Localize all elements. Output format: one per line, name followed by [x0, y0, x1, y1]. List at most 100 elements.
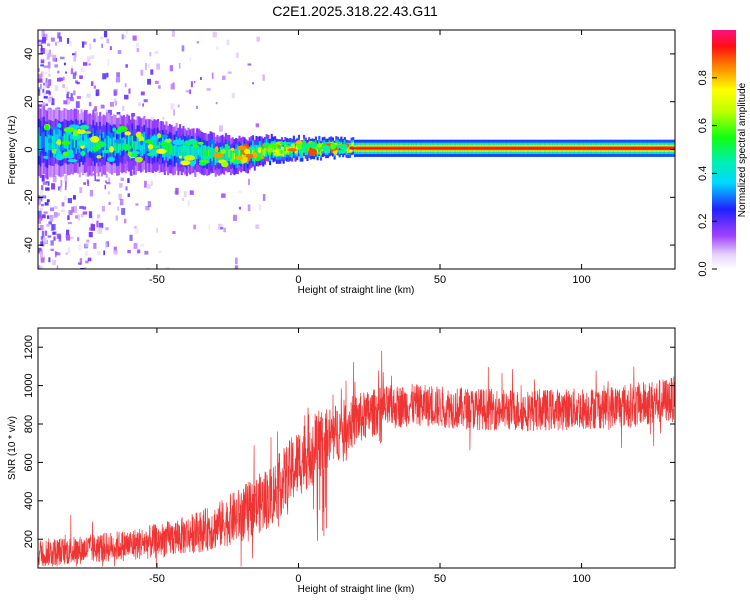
spectrogram-blob — [287, 148, 297, 152]
spectrogram-blob — [91, 145, 100, 152]
spectrogram-blob — [80, 150, 86, 157]
spectrogram-blob — [225, 144, 229, 150]
spectrogram-noise-cell — [43, 65, 48, 68]
spectrogram-noise-cell — [104, 180, 107, 183]
spectrogram-blob — [230, 147, 235, 152]
spectrogram-band-cell — [85, 134, 88, 149]
spectrogram-noise-cell — [40, 235, 44, 240]
spectrogram-noise-cell — [38, 87, 40, 93]
spectrogram-noise-cell — [43, 255, 45, 260]
spectrogram-noise-cell — [79, 258, 83, 265]
spectrogram-noise-cell — [227, 71, 232, 74]
spectrogram-noise-cell — [147, 201, 152, 208]
spectrogram-band-cell — [105, 135, 109, 149]
spectrogram-noise-cell — [234, 257, 238, 265]
spectrogram-blob — [268, 143, 278, 149]
spectrogram-noise-cell — [104, 184, 107, 190]
spectrogram-noise-cell — [41, 185, 44, 191]
spectrogram-blob — [262, 143, 269, 149]
spectrogram-noise-cell — [134, 225, 137, 229]
spectrogram-blob — [201, 155, 213, 159]
spectrogram-blob — [96, 155, 102, 159]
spectrogram-noise-cell — [38, 73, 43, 79]
spectrogram-noise-cell — [193, 80, 196, 84]
spectrogram-band-cell — [209, 147, 212, 157]
spectrogram-blob — [244, 148, 250, 155]
spectrogram-band-cell — [282, 149, 285, 155]
spectrogram-band-cell — [192, 145, 195, 156]
spectrogram-noise-cell — [119, 183, 123, 188]
spectrogram-band-cell — [111, 138, 114, 152]
spectrogram-noise-cell — [66, 97, 71, 105]
spectrogram-noise-cell — [165, 267, 170, 269]
spectrogram-blob — [290, 143, 296, 149]
spectrogram-noise-cell — [81, 41, 85, 48]
spectrogram-noise-cell — [113, 246, 117, 253]
spectrogram-noise-cell — [42, 101, 45, 105]
spectrogram-noise-cell — [44, 202, 49, 206]
spectrogram-noise-cell — [55, 252, 59, 256]
spectrogram-band-cell — [199, 147, 202, 157]
spectrogram-band-cell — [136, 137, 139, 150]
spectrogram-noise-cell — [40, 71, 44, 77]
spectrogram-noise-cell — [54, 85, 59, 92]
spectrogram-noise-cell — [182, 198, 184, 201]
spectrogram-band-cell — [240, 151, 243, 159]
spectrogram-noise-cell — [92, 108, 97, 112]
spectrogram-noise-cell — [38, 195, 43, 202]
spectrogram-noise-cell — [53, 236, 56, 241]
spectrogram-noise-cell — [64, 186, 67, 191]
spectrogram-y-tick-label: 40 — [23, 48, 35, 60]
spectrogram-noise-cell — [85, 240, 89, 247]
spectrogram-noise-cell — [43, 82, 45, 86]
spectrogram-noise-cell — [156, 227, 158, 233]
spectrogram-noise-cell — [140, 91, 145, 96]
spectrogram-noise-cell — [123, 218, 127, 224]
spectrogram-noise-cell — [158, 250, 162, 254]
spectrogram-band-cell — [44, 136, 47, 152]
spectrogram-noise-cell — [63, 62, 66, 66]
spectrogram-blob — [61, 140, 71, 146]
spectrogram-noise-cell — [238, 206, 242, 210]
spectrogram-noise-cell — [114, 98, 117, 104]
spectrogram-noise-cell — [75, 101, 80, 108]
spectrogram-noise-cell — [89, 189, 94, 197]
colorbar-tick-label: 0.8 — [697, 70, 709, 85]
spectrogram-band-cell — [88, 137, 92, 152]
spectrogram-noise-cell — [71, 65, 74, 72]
spectrogram-band-cell — [233, 153, 236, 162]
spectrogram-noise-cell — [70, 93, 73, 99]
spectrogram-noise-cell — [82, 206, 87, 210]
snr-x-axis-label: Height of straight line (km) — [298, 584, 415, 595]
spectrogram-noise-cell — [145, 63, 147, 70]
spectrogram-noise-cell — [122, 105, 125, 111]
spectrogram-noise-cell — [190, 81, 193, 88]
snr-y-ticks: 200 400 600 800 1000 1200 — [23, 335, 675, 548]
spectrogram-band-cell — [267, 145, 270, 152]
spectrogram-band-cell — [168, 143, 171, 154]
spectrogram-noise-cell — [143, 99, 148, 103]
spectrogram-blob — [187, 138, 197, 145]
spectrogram-band-cell — [60, 136, 63, 152]
spectrogram-y-tick-label: -20 — [23, 189, 35, 205]
spectrogram-blob — [330, 143, 336, 150]
spectrogram-blob — [189, 160, 196, 167]
spectrogram-noise-cell — [65, 252, 68, 255]
spectrogram-noise-cell — [38, 210, 42, 217]
spectrogram-noise-cell — [64, 175, 68, 182]
snr-y-tick-label: 600 — [23, 453, 35, 471]
spectrogram-noise-cell — [108, 201, 111, 206]
spectrogram-band-cell — [122, 137, 126, 150]
spectrogram-noise-cell — [96, 179, 100, 182]
spectrogram-blob — [62, 151, 70, 157]
spectrogram-blob — [236, 145, 248, 151]
spectrogram-blob — [55, 141, 61, 144]
spectrogram-blob — [140, 140, 144, 146]
spectrogram-noise-cell — [40, 45, 43, 51]
spectrogram-noise-cell — [68, 210, 73, 216]
spectrogram-noise-cell — [38, 218, 42, 224]
spectrogram-blob — [77, 140, 85, 147]
spectrogram-noise-cell — [45, 187, 50, 191]
spectrogram-noise-cell — [41, 230, 45, 237]
spectrogram-band-cell — [128, 137, 131, 150]
